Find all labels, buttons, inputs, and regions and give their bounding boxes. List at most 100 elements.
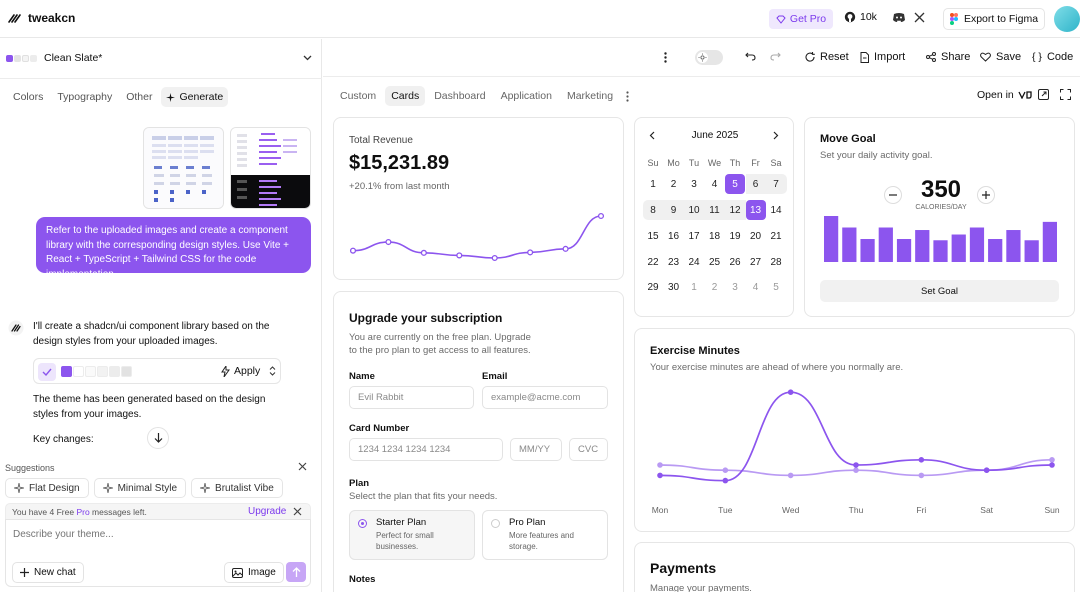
avatar[interactable] [1054, 6, 1080, 32]
calendar-day[interactable]: 14 [770, 204, 782, 216]
open-in-button[interactable]: Open in [977, 89, 1032, 101]
tab-marketing[interactable]: Marketing [566, 90, 614, 102]
move-goal-desc: Set your daily activity goal. [820, 150, 933, 161]
calendar-day[interactable]: 1 [691, 281, 697, 293]
calendar-day[interactable]: 2 [711, 281, 718, 293]
theme-prompt-input[interactable] [13, 529, 293, 540]
more-vertical-icon[interactable] [664, 52, 667, 63]
calendar-day[interactable]: 22 [647, 256, 659, 268]
set-goal-button[interactable]: Set Goal [820, 280, 1059, 302]
calendar-day[interactable]: 18 [708, 230, 721, 242]
tab-generate[interactable]: Generate [161, 87, 229, 107]
calendar-day[interactable]: 11 [709, 204, 720, 216]
github-stars-link[interactable]: 10k [844, 11, 877, 23]
calendar-day[interactable]: 25 [708, 256, 721, 268]
chevron-right-icon[interactable] [773, 131, 779, 140]
tab-cards[interactable]: Cards [385, 86, 426, 106]
share-button[interactable]: Share [926, 51, 970, 63]
tab-other[interactable]: Other [126, 91, 153, 103]
tab-application[interactable]: Application [500, 90, 552, 102]
calendar-day[interactable]: 2 [670, 178, 677, 190]
theme-selector[interactable]: Clean Slate* [6, 51, 312, 65]
calendar-day[interactable]: 1 [650, 178, 656, 190]
calendar-day[interactable]: 16 [667, 230, 680, 242]
suggestion-chip[interactable]: Minimal Style [93, 478, 187, 498]
tab-typography[interactable]: Typography [57, 91, 113, 103]
calendar-day[interactable]: 4 [752, 281, 759, 293]
uploaded-image-light[interactable] [143, 127, 224, 209]
calendar-day[interactable]: 21 [770, 230, 782, 242]
calendar-day[interactable]: 15 [647, 230, 659, 242]
calendar-day[interactable]: 30 [667, 281, 680, 293]
new-chat-button[interactable]: New chat [12, 562, 84, 583]
calendar-day[interactable]: 8 [650, 204, 656, 216]
image-button[interactable]: Image [224, 562, 284, 583]
reset-button[interactable]: Reset [805, 51, 849, 63]
name-field[interactable]: Evil Rabbit [349, 386, 474, 409]
dark-mode-toggle[interactable] [695, 50, 723, 65]
tab-dashboard[interactable]: Dashboard [434, 90, 486, 102]
export-figma-button[interactable]: Export to Figma [943, 8, 1045, 30]
fullscreen-icon[interactable] [1060, 89, 1071, 100]
more-vertical-icon[interactable] [626, 90, 629, 102]
exercise-point [722, 467, 729, 473]
tweakcn-logo-icon [8, 12, 22, 24]
suggestion-chip[interactable]: Brutalist Vibe [191, 478, 283, 498]
close-icon[interactable] [298, 462, 307, 471]
calendar-day[interactable]: 28 [770, 256, 782, 268]
pro-plan-option[interactable]: Pro Plan More features and storage. [482, 510, 608, 560]
tab-colors[interactable]: Colors [13, 91, 44, 103]
expiry-field[interactable]: MM/YY [510, 438, 562, 461]
calendar-day[interactable]: 27 [749, 256, 762, 268]
calendar-day[interactable]: 3 [691, 178, 697, 190]
calendar-day[interactable]: 26 [729, 256, 741, 268]
get-pro-button[interactable]: Get Pro [769, 9, 833, 29]
calendar-day[interactable]: 7 [773, 178, 779, 190]
calendar-day[interactable]: 3 [732, 281, 738, 293]
decrease-button[interactable] [884, 186, 902, 204]
calendar-day[interactable]: 10 [688, 204, 700, 216]
cvc-field[interactable]: CVC [569, 438, 608, 461]
chevron-left-icon[interactable] [649, 131, 655, 140]
starter-plan-option[interactable]: Starter Plan Perfect for small businesse… [349, 510, 475, 560]
calendar-day[interactable]: 9 [670, 204, 677, 216]
close-icon[interactable] [293, 507, 302, 516]
increase-button[interactable] [977, 186, 995, 204]
calendar-day[interactable]: 5 [773, 281, 779, 293]
calendar-day[interactable]: 19 [729, 230, 741, 242]
calendar-day[interactable]: 12 [729, 204, 741, 216]
calendar-day[interactable]: 6 [752, 178, 759, 190]
redo-icon[interactable] [770, 52, 781, 61]
send-button[interactable] [286, 562, 306, 582]
calendar-day[interactable]: 5 [725, 174, 745, 194]
assistant-message: I'll create a shadcn/ui component librar… [33, 321, 270, 347]
payments-card: Payments Manage your payments. [634, 542, 1075, 592]
move-goal-bar [969, 227, 985, 262]
calendar-day[interactable]: 24 [688, 256, 700, 268]
subscription-desc: You are currently on the free plan. Upgr… [349, 332, 531, 356]
upgrade-link[interactable]: Upgrade [248, 506, 287, 517]
import-button[interactable]: Import [860, 51, 905, 63]
card-number-field[interactable]: 1234 1234 1234 1234 [349, 438, 503, 461]
x-icon[interactable] [914, 12, 925, 23]
code-button[interactable]: { } Code [1032, 51, 1073, 63]
email-field[interactable]: example@acme.com [482, 386, 608, 409]
calendar-day[interactable]: 29 [647, 281, 659, 293]
calendar-day[interactable]: 23 [667, 256, 680, 268]
external-window-icon[interactable] [1038, 89, 1049, 100]
calendar-day[interactable]: 20 [749, 230, 762, 242]
calendar-day[interactable]: 17 [688, 230, 700, 242]
scroll-down-button[interactable] [147, 427, 169, 449]
revenue-label: Total Revenue [349, 135, 413, 146]
brand[interactable]: tweakcn [8, 11, 75, 25]
discord-icon[interactable] [892, 12, 906, 23]
calendar-day[interactable]: 13 [745, 200, 766, 220]
apply-button[interactable]: Apply [221, 365, 276, 377]
undo-icon[interactable] [745, 52, 756, 61]
uploaded-image-dark[interactable] [230, 127, 311, 209]
suggestion-chip[interactable]: Flat Design [5, 478, 89, 498]
calendar-day[interactable]: 4 [711, 178, 718, 190]
github-icon [844, 11, 856, 23]
save-button[interactable]: Save [980, 51, 1021, 63]
tab-custom[interactable]: Custom [340, 90, 377, 102]
